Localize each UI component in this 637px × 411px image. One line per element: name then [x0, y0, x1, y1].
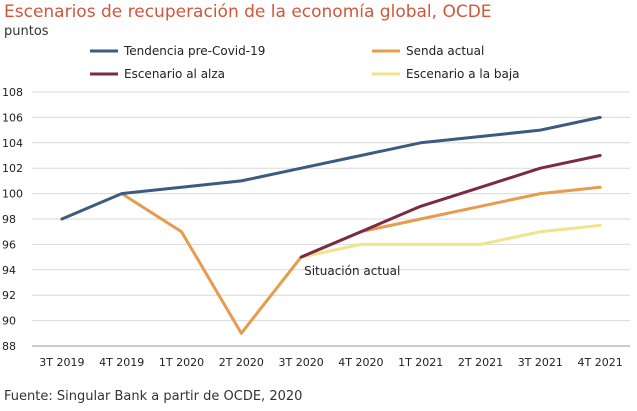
- y-axis-unit: puntos: [4, 24, 49, 39]
- x-tick-label: 1T 2020: [159, 356, 204, 369]
- y-tick-label: 106: [2, 111, 23, 124]
- series-line-2: [120, 185, 602, 335]
- x-tick-label: 3T 2020: [278, 356, 323, 369]
- y-tick-label: 88: [2, 340, 16, 353]
- legend-label: Tendencia pre-Covid-19: [123, 44, 265, 58]
- y-axis-ticks: 88 90 92 94 96 98 100 102 104 106 108: [2, 86, 23, 353]
- annotations: Situación actual: [304, 264, 400, 278]
- y-tick-label: 94: [2, 264, 16, 277]
- legend-label: Escenario al alza: [124, 67, 225, 81]
- legend: Tendencia pre-Covid-19 Senda actual Escena…: [90, 44, 520, 81]
- legend-label: Senda actual: [406, 44, 484, 58]
- chart-title: Escenarios de recuperación de la economí…: [4, 2, 492, 22]
- annotation-label: Situación actual: [304, 264, 400, 278]
- x-tick-label: 4T 2019: [99, 356, 144, 369]
- x-tick-label: 4T 2020: [338, 356, 383, 369]
- series-line-3: [299, 154, 602, 259]
- y-tick-label: 96: [2, 238, 16, 251]
- x-axis-ticks: 3T 2019 4T 2019 1T 2020 2T 2020 3T 2020 4T 20…: [39, 356, 622, 369]
- grid-lines: [32, 91, 630, 347]
- series-line-1: [60, 115, 602, 221]
- series-line-4: [299, 223, 602, 259]
- x-tick-label: 2T 2020: [219, 356, 264, 369]
- y-tick-label: 98: [2, 213, 16, 226]
- x-tick-label: 3T 2019: [39, 356, 84, 369]
- y-tick-label: 92: [2, 289, 16, 302]
- source-note: Fuente: Singular Bank a partir de OCDE, …: [4, 389, 303, 404]
- x-tick-label: 4T 2021: [577, 356, 622, 369]
- x-tick-label: 3T 2021: [518, 356, 563, 369]
- y-tick-label: 102: [2, 162, 23, 175]
- x-tick-label: 2T 2021: [458, 356, 503, 369]
- y-tick-label: 104: [2, 137, 23, 150]
- y-tick-label: 108: [2, 86, 23, 99]
- legend-label: Escenario a la baja: [406, 67, 520, 81]
- series-lines: [60, 115, 602, 335]
- x-tick-label: 1T 2021: [398, 356, 443, 369]
- y-tick-label: 100: [2, 188, 23, 201]
- y-tick-label: 90: [2, 315, 16, 328]
